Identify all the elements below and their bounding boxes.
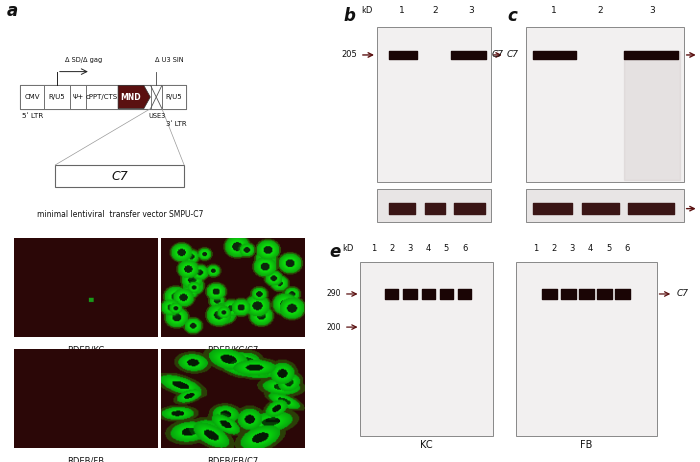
Text: 2: 2 (552, 244, 556, 253)
Text: 1: 1 (533, 244, 538, 253)
Text: 6: 6 (624, 244, 629, 253)
FancyBboxPatch shape (44, 85, 70, 109)
Text: 2: 2 (389, 244, 395, 253)
Text: R/U5: R/U5 (165, 94, 182, 100)
Text: 2: 2 (597, 6, 603, 16)
Text: 4: 4 (426, 244, 431, 253)
Text: KC: KC (420, 440, 433, 450)
Text: 3: 3 (468, 6, 474, 16)
FancyBboxPatch shape (55, 165, 184, 187)
Text: a: a (7, 2, 18, 20)
Text: kD: kD (342, 244, 354, 253)
Text: RDEB/KC/C7: RDEB/KC/C7 (207, 345, 258, 354)
Text: RDEB/FB: RDEB/FB (67, 456, 104, 462)
FancyBboxPatch shape (150, 85, 162, 109)
Text: C7: C7 (506, 50, 518, 60)
FancyBboxPatch shape (20, 85, 186, 109)
FancyBboxPatch shape (377, 188, 491, 222)
Text: kD: kD (361, 6, 373, 16)
FancyBboxPatch shape (377, 27, 491, 182)
Text: 6: 6 (462, 244, 468, 253)
Text: 3: 3 (570, 244, 575, 253)
Text: C7: C7 (111, 170, 128, 182)
Text: FB: FB (580, 440, 592, 450)
Text: minimal lentiviral  transfer vector SMPU-C7: minimal lentiviral transfer vector SMPU-… (36, 210, 203, 219)
Text: 3ʹ LTR: 3ʹ LTR (166, 121, 186, 127)
Text: MND: MND (120, 92, 141, 102)
Text: 5ʹ LTR: 5ʹ LTR (22, 113, 43, 119)
Text: c: c (508, 7, 517, 25)
Text: 3: 3 (407, 244, 413, 253)
Text: 3: 3 (650, 6, 655, 16)
Text: RDEB/FB/C7: RDEB/FB/C7 (207, 456, 258, 462)
FancyBboxPatch shape (360, 262, 493, 436)
FancyBboxPatch shape (20, 85, 44, 109)
Text: 4: 4 (588, 244, 593, 253)
FancyBboxPatch shape (516, 262, 657, 436)
Text: 2: 2 (433, 6, 438, 16)
Text: b: b (343, 7, 355, 25)
Text: USE3: USE3 (148, 113, 165, 119)
Text: 5: 5 (606, 244, 611, 253)
FancyBboxPatch shape (70, 85, 86, 109)
Text: 1: 1 (398, 6, 405, 16)
Text: C7: C7 (676, 290, 689, 298)
Text: Δ U3 SIN: Δ U3 SIN (155, 57, 183, 63)
Text: 200: 200 (326, 322, 341, 332)
Polygon shape (118, 85, 150, 109)
Text: RDEB/KC: RDEB/KC (67, 345, 104, 354)
Text: CMV: CMV (25, 94, 40, 100)
Text: d: d (14, 319, 26, 337)
Text: e: e (329, 243, 340, 261)
Text: Δ SD/Δ gag: Δ SD/Δ gag (65, 57, 102, 63)
Text: Ψ+: Ψ+ (72, 94, 83, 100)
Text: 290: 290 (326, 290, 341, 298)
Text: cPPT/CTS: cPPT/CTS (86, 94, 118, 100)
Text: 5: 5 (444, 244, 449, 253)
Text: R/U5: R/U5 (48, 94, 65, 100)
FancyBboxPatch shape (162, 85, 186, 109)
Text: 1: 1 (551, 6, 556, 16)
FancyBboxPatch shape (526, 27, 684, 182)
FancyBboxPatch shape (86, 85, 118, 109)
FancyBboxPatch shape (526, 188, 684, 222)
Text: 205: 205 (341, 50, 357, 60)
Text: C7: C7 (492, 50, 504, 60)
Text: 1: 1 (371, 244, 377, 253)
